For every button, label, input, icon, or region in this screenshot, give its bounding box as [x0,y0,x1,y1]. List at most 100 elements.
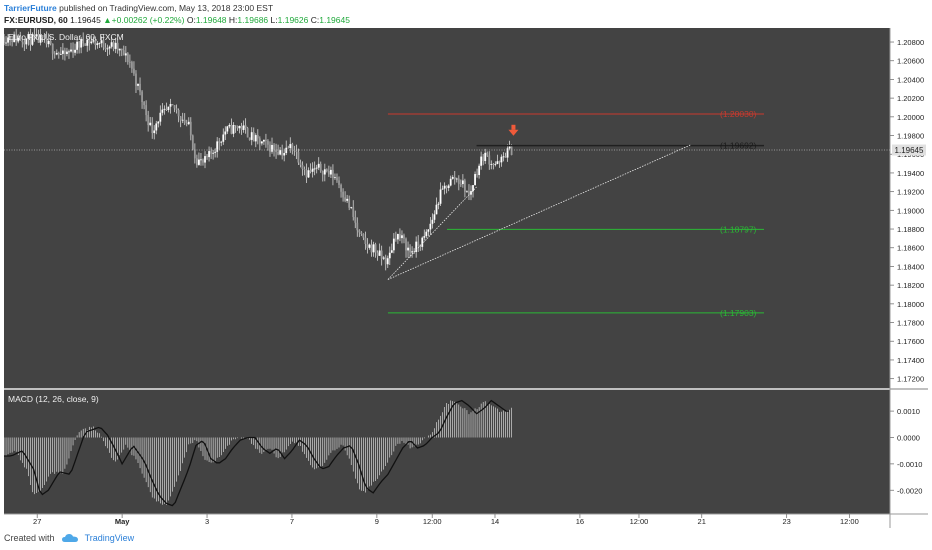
candle-body [340,184,342,192]
candle-body [494,163,497,165]
level-label: (1.18797) [720,224,757,234]
candle-body [169,104,172,107]
price-tick-label: 1.20400 [897,75,924,84]
level-label: (1.17903) [720,308,757,318]
candle-body [311,168,314,172]
candle-body [106,48,109,50]
candle-body [153,130,156,134]
candle-body [508,146,511,149]
candle-body [248,137,251,140]
candle-body [230,124,233,134]
candle-body [76,41,78,50]
candle-body [86,39,89,46]
candle-body [267,140,269,145]
candle-body [104,47,107,50]
candles-group [3,27,513,271]
candle-body [110,42,113,47]
low-value: 1.19626 [277,15,309,25]
candle-body [486,152,489,156]
candle-body [394,238,397,240]
candle-body [466,191,468,193]
candle-body [228,124,231,127]
price-tick-label: 1.20800 [897,38,924,47]
candle-body [72,49,74,53]
candle-body [80,38,83,48]
candle-body [167,106,170,110]
candle-body [88,39,91,44]
candle-body [498,161,501,163]
candle-body [27,34,30,39]
chart-area[interactable]: (1.20030) (1.19692) (1.18797) (1.17903) 1.2… [3,27,928,528]
candle-body [250,132,253,140]
time-axis[interactable]: 27 May 3 7 9 12:00 14 16 12:00 21 23 12:00 [33,514,859,526]
created-with-text: Created with [4,533,55,543]
candle-body [224,131,227,135]
chart-svg[interactable]: (1.20030) (1.19692) (1.18797) (1.17903) 1.2… [3,27,928,528]
candle-body [350,207,353,209]
candle-body [382,257,385,259]
candle-body [157,121,160,124]
candle-body [240,125,243,130]
candle-body [216,141,219,152]
candle-body [372,244,375,253]
candle-body [281,150,284,156]
close-label: C: [310,15,320,25]
candle-body [139,83,141,92]
candle-body [364,237,367,244]
candle-body [145,105,148,116]
candle-body [315,167,318,169]
price-tick-label: 1.18800 [897,225,924,234]
candle-body [421,237,424,247]
price-tick-label: 1.17200 [897,375,924,384]
tradingview-brand-link[interactable]: TradingView [84,533,135,543]
candle-body [386,258,389,265]
candle-body [19,37,22,41]
candle-body [464,180,466,192]
time-tick-label: 12:00 [630,517,649,526]
arrow-head [508,129,519,136]
candle-body [234,125,237,126]
candle-body [128,61,131,63]
main-pane-bg [4,28,890,388]
change-value: +0.00262 (+0.22%) [111,15,185,25]
candle-body [193,149,196,159]
candle-body [246,128,249,138]
candle-body [277,151,280,155]
candle-body [102,40,105,48]
author-link[interactable]: TarrierFuture [4,3,57,13]
candle-body [147,115,150,126]
macd-axis[interactable]: 0.0010 0.0000 -0.0010 -0.0020 [890,407,922,495]
price-tick-label: 1.19200 [897,188,924,197]
candle-body [260,141,263,144]
candle-body [388,252,391,259]
candle-body [51,43,54,54]
time-tick-label: 23 [782,517,790,526]
candle-body [92,40,95,42]
candle-body [313,168,316,170]
candle-body [177,109,180,117]
candle-body [21,40,24,43]
candle-body [502,156,505,158]
price-tick-label: 1.19000 [897,206,924,215]
open-label: O: [186,15,196,25]
candle-body [358,230,361,233]
candle-body [7,37,9,43]
candle-body [378,250,381,256]
candle-body [238,125,241,129]
candle-body [220,141,223,143]
trendline [387,186,477,280]
candle-body [159,112,162,122]
candle-body [57,52,60,55]
candle-body [218,141,221,143]
time-tick-label: 12:00 [840,517,859,526]
candle-body [13,34,16,43]
candle-body [327,170,330,175]
price-axis[interactable]: 1.20800 1.20600 1.20400 1.20200 1.20000 1.198… [890,38,924,384]
candle-body [17,37,20,42]
candle-body [305,169,308,178]
macd-group [3,399,512,507]
candle-body [3,37,5,43]
candle-body [411,251,414,253]
candle-body [269,144,271,152]
candle-body [295,151,298,152]
